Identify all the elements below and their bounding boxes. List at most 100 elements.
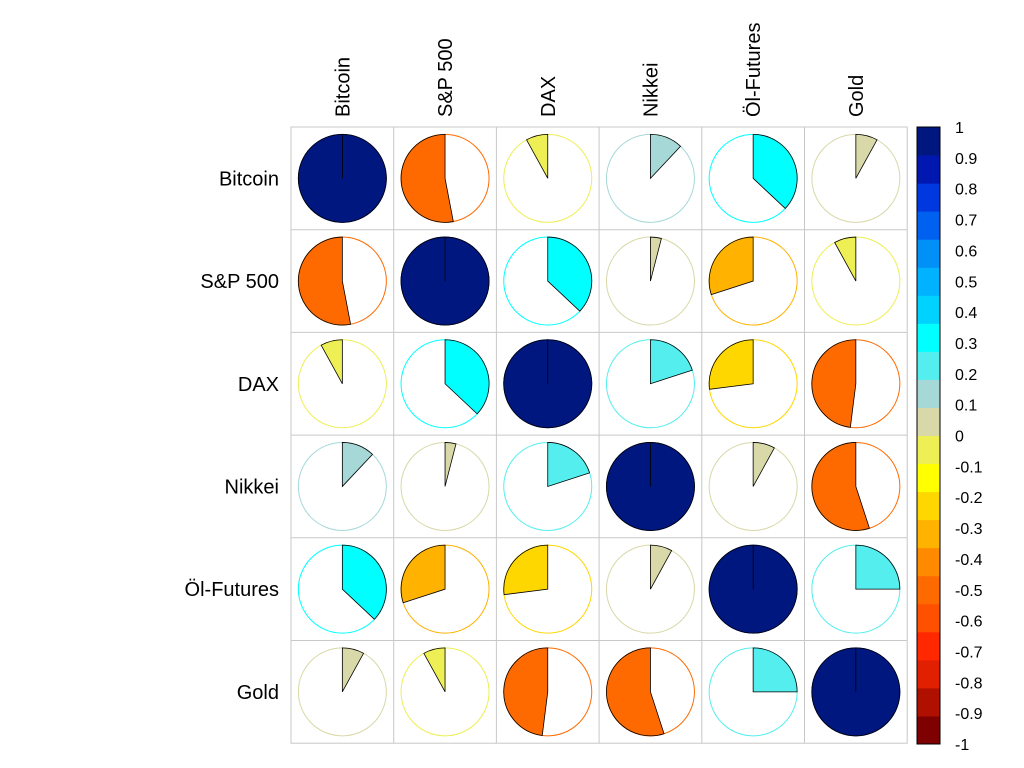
pie-cell-dax-dax [503, 339, 593, 429]
colorbar-bin [917, 267, 940, 296]
pie-wedge [503, 647, 549, 736]
pie-wedge [650, 544, 673, 590]
pie-wedge [811, 442, 870, 531]
column-label-gold: Gold [846, 75, 868, 117]
colorbar-tick-label: 0.5 [955, 274, 977, 291]
grid [290, 126, 908, 744]
colorbar-bin [917, 239, 940, 268]
colorbar-tick-label: -0.1 [955, 459, 983, 476]
pie-cell-bitcoin-bitcoin [297, 133, 387, 223]
colorbar-tick-label: 1 [955, 120, 964, 137]
pie-wedge [444, 442, 457, 487]
colorbar-bin [917, 715, 940, 745]
pie-wedge [811, 339, 857, 428]
colorbar-tick-label: 0.7 [955, 213, 977, 230]
pie-cell-dax-gold [811, 339, 901, 429]
column-label-dax: DAX [538, 76, 560, 117]
pie-wedge [400, 133, 454, 223]
colorbar-bin [917, 463, 940, 493]
colorbar-tick-label: -0.4 [955, 552, 983, 569]
row-label-nikkei: Nikkei [225, 476, 279, 498]
pie-cell-nikkei-o-l-futures [708, 441, 798, 531]
pie-cell-gold-gold [811, 647, 901, 737]
pie-wedge [855, 133, 878, 179]
pie-cell-o-l-futures-bitcoin [297, 544, 387, 634]
colorbar-tick-label: -0.2 [955, 490, 983, 507]
colorbar-bin [917, 575, 940, 605]
pie-cell-nikkei-nikkei [605, 441, 695, 531]
pie-wedge [547, 236, 593, 312]
pie-wedge [752, 647, 798, 693]
colorbar-bin [917, 323, 940, 352]
pie-cell-s-p-500-bitcoin [297, 236, 387, 326]
pie-wedge [297, 236, 352, 326]
colorbar-bin [917, 379, 940, 408]
pie-cell-nikkei-dax [503, 441, 593, 531]
colorbar-bin [917, 407, 940, 436]
pie-cell-s-p-500-nikkei [605, 236, 695, 326]
pie-cell-o-l-futures-o-l-futures [708, 544, 798, 634]
colorbar-tick-label: -0.5 [955, 583, 983, 600]
row-label-dax: DAX [238, 374, 279, 396]
colorbar-tick-label: 0.8 [955, 182, 977, 199]
pie-cell-o-l-futures-dax [503, 544, 593, 634]
colorbar-tick-label: -0.7 [955, 644, 983, 661]
pie-cell-o-l-futures-nikkei [605, 544, 695, 634]
row-label-gold: Gold [237, 682, 279, 704]
colorbar-bin [917, 603, 940, 633]
colorbar-bin [917, 295, 940, 324]
column-label-bitcoin: Bitcoin [332, 57, 354, 117]
pie-cell-bitcoin-dax [503, 133, 593, 223]
pie-cell-bitcoin-gold [811, 133, 901, 223]
colorbar-bin [917, 631, 940, 661]
colorbar-tick-label: -1 [955, 737, 969, 754]
colorbar-tick-label: 0.4 [955, 305, 977, 322]
pie-cell-gold-bitcoin [297, 647, 387, 737]
colorbar-bin [917, 491, 940, 521]
colorbar-bin [917, 659, 940, 689]
column-label-nikkei: Nikkei [640, 63, 662, 117]
colorbar-tick-label: -0.3 [955, 521, 983, 538]
colorbar-bin [917, 183, 940, 212]
pie-wedge [650, 339, 693, 385]
colorbar: 1 0.9 0.8 0.7 0.6 0.5 0.4 0.3 0.2 0.1 0 -0.1 -0.2 -0.… [916, 120, 983, 754]
colorbar-bin [917, 547, 940, 577]
column-label-o-l-futures: Öl-Futures [743, 23, 765, 117]
row-label-o-l-futures: Öl-Futures [185, 579, 279, 601]
colorbar-tick-label: 0 [955, 429, 964, 446]
pie-cell-gold-dax [503, 647, 593, 737]
pie-cell-o-l-futures-gold [811, 544, 901, 634]
pie-wedge [834, 236, 857, 282]
pie-cell-dax-o-l-futures [708, 339, 798, 429]
column-label-s-p-500: S&P 500 [435, 38, 457, 117]
pie-wedge [650, 236, 662, 282]
column-labels: Bitcoin S&P 500 DAX Nikkei Öl-Futures Gold [332, 23, 868, 117]
pie-wedge [444, 339, 490, 415]
row-label-bitcoin: Bitcoin [219, 168, 279, 190]
pie-cell-dax-nikkei [605, 339, 695, 429]
pie-cell-bitcoin-o-l-futures [708, 133, 798, 223]
pie-wedge [606, 647, 665, 737]
pie-cell-bitcoin-s-p-500 [400, 133, 490, 223]
colorbar-tick-label: 0.9 [955, 151, 977, 168]
pie-wedge [341, 647, 365, 693]
pie-wedge [708, 236, 754, 296]
pie-wedge [855, 544, 901, 590]
colorbar-bin [917, 435, 940, 465]
pie-wedge [341, 544, 387, 620]
colorbar-bin [917, 127, 940, 156]
pie-wedge [341, 442, 374, 488]
colorbar-tick-label: -0.6 [955, 614, 983, 631]
pie-cell-gold-nikkei [605, 647, 695, 737]
pie-cell-s-p-500-s-p-500 [400, 236, 490, 326]
colorbar-bin [917, 155, 940, 184]
pie-cell-s-p-500-dax [503, 236, 593, 326]
pie-cells [297, 133, 901, 737]
pie-wedge [400, 544, 446, 604]
pie-cell-s-p-500-gold [811, 236, 901, 326]
pie-cell-nikkei-bitcoin [297, 441, 387, 531]
colorbar-tick-label: -0.8 [955, 675, 983, 692]
pie-wedge [708, 339, 754, 390]
colorbar-tick-label: 0.1 [955, 398, 977, 415]
